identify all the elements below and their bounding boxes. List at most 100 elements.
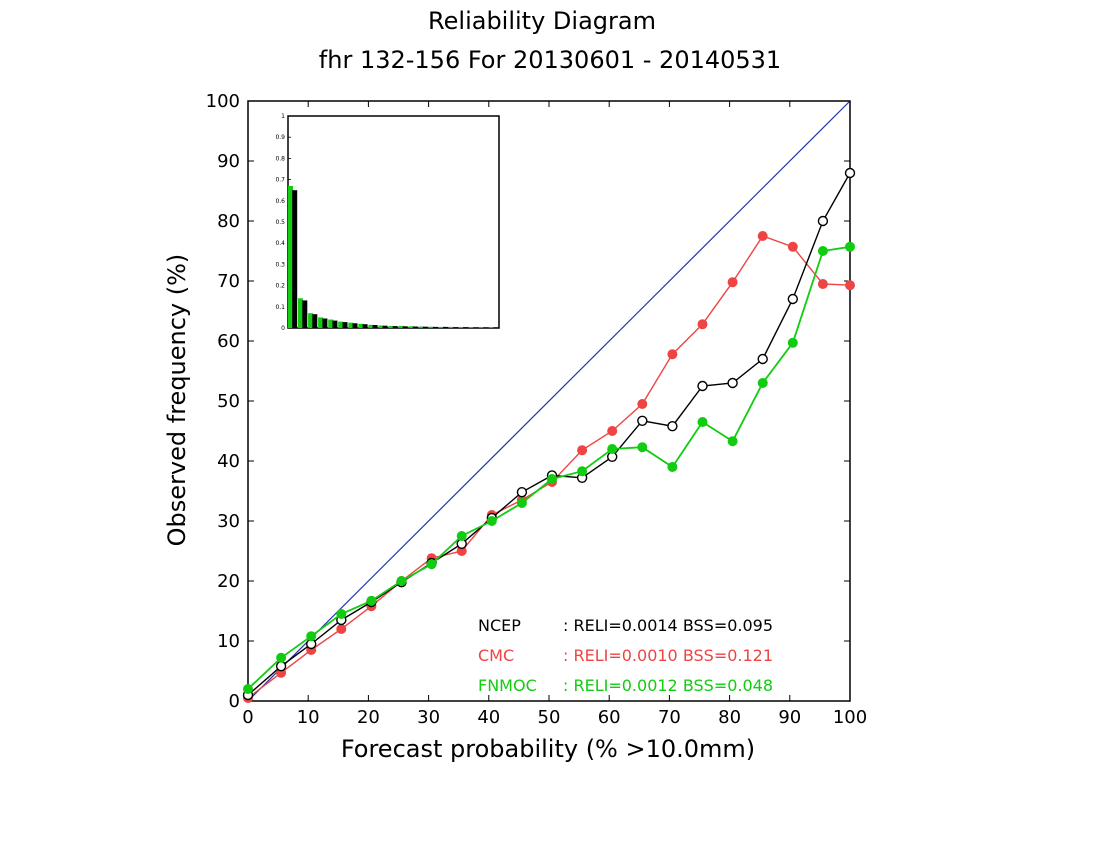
x-tick-label: 20 xyxy=(357,707,380,728)
y-tick-label: 10 xyxy=(217,631,240,652)
inset-bar-ncep xyxy=(342,322,348,328)
inset-frame xyxy=(287,115,500,329)
inset-bar-ncep xyxy=(483,327,489,328)
legend-stats-ncep: : RELI=0.0014 BSS=0.095 xyxy=(563,616,773,635)
fnmoc-point xyxy=(697,417,708,427)
fnmoc-point xyxy=(667,462,678,472)
inset-bar-fnmoc xyxy=(368,324,374,328)
chart-title: Reliability Diagram xyxy=(428,7,656,35)
inset-y-tick-label: 0.6 xyxy=(275,198,285,205)
inset-bar-ncep xyxy=(402,326,408,328)
fnmoc-point xyxy=(396,576,407,586)
inset-bar-fnmoc xyxy=(358,323,364,328)
chart-subtitle: fhr 132-156 For 20130601 - 20140531 xyxy=(319,46,781,74)
inset-y-tick-label: 0.3 xyxy=(275,261,285,268)
inset-bar-fnmoc xyxy=(328,319,334,328)
fnmoc-point xyxy=(243,684,253,694)
inset-y-tick-label: 0.9 xyxy=(275,134,285,141)
inset-bar-fnmoc xyxy=(418,326,424,328)
inset-bar-ncep xyxy=(362,324,368,328)
cmc-point xyxy=(607,426,618,436)
y-tick-label: 70 xyxy=(217,271,240,292)
inset-bar-ncep xyxy=(453,327,458,328)
fnmoc-point xyxy=(306,631,317,642)
inset-bar-ncep xyxy=(442,326,448,328)
x-tick-label: 60 xyxy=(598,707,621,728)
y-tick-label: 20 xyxy=(217,571,240,592)
fnmoc-point xyxy=(547,474,558,484)
fnmoc-point xyxy=(757,378,768,388)
inset-bar-fnmoc xyxy=(428,326,434,328)
y-axis-label: Observed frequency (%) xyxy=(163,254,191,547)
inset-y-tick-label: 0.2 xyxy=(275,283,285,290)
inset-y-tick-label: 0.7 xyxy=(275,177,285,184)
inset-y-tick-label: 0.4 xyxy=(275,240,285,247)
inset-bar-ncep xyxy=(352,323,358,328)
inset-bar-fnmoc xyxy=(448,326,454,328)
fnmoc-point xyxy=(787,337,798,348)
inset-bar-fnmoc xyxy=(478,327,484,328)
y-tick-label: 0 xyxy=(229,691,240,712)
cmc-point xyxy=(817,279,828,289)
inset-bar-fnmoc xyxy=(458,327,464,328)
cmc-point xyxy=(637,399,648,409)
inset-y-tick-label: 0.5 xyxy=(275,219,285,226)
ncep-point xyxy=(787,293,799,305)
ncep-point xyxy=(275,661,287,672)
inset-histogram: 0 0.1 0.2 0.3 0.4 0.5 0.6 0.7 0.8 0.9 1 xyxy=(275,113,500,332)
inset-bar-fnmoc xyxy=(398,325,404,328)
cmc-point xyxy=(727,277,738,288)
inset-bar-fnmoc xyxy=(288,186,293,328)
cmc-point xyxy=(336,624,347,634)
inset-bar-ncep xyxy=(473,327,479,328)
ncep-point xyxy=(844,167,856,179)
legend-name-cmc: CMC xyxy=(478,646,514,665)
inset-bar-ncep xyxy=(372,325,378,328)
inset-bar-fnmoc xyxy=(308,313,314,328)
ncep-point xyxy=(667,421,678,432)
fnmoc-point xyxy=(727,436,738,447)
ncep-point xyxy=(727,377,738,389)
fnmoc-point xyxy=(607,444,618,454)
x-tick-label: 30 xyxy=(417,707,440,728)
legend: NCEP: RELI=0.0014 BSS=0.095 CMC: RELI=0.0… xyxy=(478,616,773,695)
legend-stats-cmc: : RELI=0.0010 BSS=0.121 xyxy=(563,646,773,665)
inset-bar-ncep xyxy=(493,327,499,328)
y-tick-label: 30 xyxy=(217,511,240,532)
perfect-reliability-line xyxy=(247,100,851,702)
inset-bar-fnmoc xyxy=(408,326,414,328)
fnmoc-point xyxy=(366,595,377,606)
inset-bar-fnmoc xyxy=(388,325,394,328)
inset-bar-ncep xyxy=(463,327,468,328)
inset-bar-fnmoc xyxy=(468,327,474,328)
inset-bar-ncep xyxy=(312,314,318,328)
x-tick-label: 100 xyxy=(833,707,867,728)
inset-bar-fnmoc xyxy=(318,317,324,328)
cmc-point xyxy=(667,349,678,360)
inset-bar-ncep xyxy=(422,326,428,328)
cmc-point xyxy=(787,241,798,252)
inset-bar-fnmoc xyxy=(348,322,354,328)
plot-area: 0 10 20 30 40 50 60 70 80 90 100010203040506070809… xyxy=(206,91,868,728)
ncep-point xyxy=(697,380,708,392)
inset-bar-ncep xyxy=(412,326,418,328)
fnmoc-point xyxy=(426,559,437,570)
ncep-point xyxy=(757,353,768,365)
x-axis-label: Forecast probability (% >10.0mm) xyxy=(341,735,755,763)
legend-stats-fnmoc: : RELI=0.0012 BSS=0.048 xyxy=(563,676,773,695)
cmc-point xyxy=(757,231,768,241)
inset-bar-ncep xyxy=(302,300,308,328)
y-tick-label: 80 xyxy=(217,211,240,232)
inset-y-tick-label: 1 xyxy=(281,113,285,120)
cmc-point xyxy=(577,445,588,456)
fnmoc-point xyxy=(637,442,648,453)
x-tick-label: 50 xyxy=(538,707,561,728)
inset-bar-ncep xyxy=(292,190,298,328)
legend-name-fnmoc: FNMOC xyxy=(478,676,537,695)
inset-bar-ncep xyxy=(322,318,328,328)
y-tick-label: 60 xyxy=(217,331,240,352)
fnmoc-point xyxy=(516,498,527,508)
inset-bar-fnmoc xyxy=(378,325,384,328)
inset-bar-fnmoc xyxy=(438,326,444,328)
